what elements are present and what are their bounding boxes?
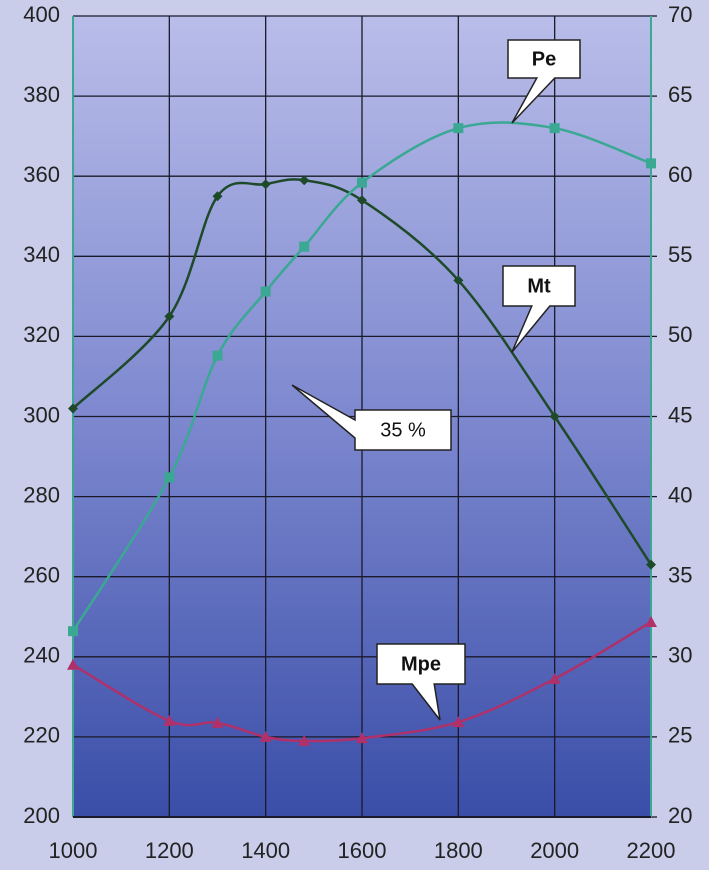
marker — [299, 175, 310, 186]
y2-tick-label: 25 — [668, 723, 692, 748]
x-tick-label: 1000 — [49, 838, 98, 863]
marker — [645, 615, 657, 627]
x-tick-label: 1400 — [241, 838, 290, 863]
marker — [259, 730, 272, 742]
marker — [298, 734, 311, 746]
y-tick-label: 400 — [23, 2, 60, 27]
y2-tick-label: 65 — [668, 82, 692, 107]
callout-label: Mt — [527, 275, 551, 297]
y-tick-label: 340 — [23, 242, 60, 267]
series-line — [72, 620, 652, 743]
marker — [212, 191, 223, 202]
marker — [453, 275, 464, 286]
marker — [212, 350, 223, 361]
y-tick-label: 280 — [23, 482, 60, 507]
x-tick-label: 1600 — [338, 838, 387, 863]
marker — [452, 716, 465, 728]
callout-box — [291, 384, 452, 451]
marker — [453, 123, 464, 134]
x-tick-label: 2000 — [530, 838, 579, 863]
y2-tick-label: 60 — [668, 162, 692, 187]
marker — [164, 311, 175, 322]
y2-tick-label: 20 — [668, 803, 692, 828]
x-tick-label: 1800 — [434, 838, 483, 863]
marker — [299, 241, 310, 252]
y-tick-label: 360 — [23, 162, 60, 187]
callout-box — [502, 265, 576, 353]
y2-tick-label: 35 — [668, 563, 692, 588]
marker — [549, 123, 560, 134]
callout-box — [376, 643, 466, 721]
y-tick-label: 320 — [23, 322, 60, 347]
y2-tick-label: 45 — [668, 402, 692, 427]
marker — [68, 626, 78, 637]
y-tick-label: 240 — [23, 643, 60, 668]
marker — [67, 658, 79, 670]
marker — [260, 179, 271, 190]
y2-tick-label: 40 — [668, 482, 692, 507]
marker — [549, 411, 560, 422]
y-tick-label: 300 — [23, 402, 60, 427]
marker — [163, 714, 176, 726]
marker — [357, 195, 367, 206]
y2-tick-label: 50 — [668, 322, 692, 347]
marker — [68, 403, 78, 414]
x-tick-label: 1200 — [145, 838, 194, 863]
marker — [357, 177, 367, 188]
callout-label: Pe — [532, 48, 556, 70]
marker — [260, 286, 271, 297]
marker — [646, 158, 656, 169]
marker — [164, 472, 175, 483]
marker — [211, 716, 224, 728]
y2-tick-label: 70 — [668, 2, 692, 27]
callout-box — [507, 39, 581, 124]
marker — [548, 672, 561, 684]
marker — [646, 559, 656, 570]
annotation: 35 % — [380, 419, 426, 441]
y-tick-label: 220 — [23, 723, 60, 748]
y-tick-label: 380 — [23, 82, 60, 107]
y2-tick-label: 30 — [668, 643, 692, 668]
y-tick-label: 260 — [23, 563, 60, 588]
y-tick-label: 200 — [23, 803, 60, 828]
x-tick-label: 2200 — [627, 838, 676, 863]
callout-label: Mpe — [401, 653, 441, 675]
y2-tick-label: 55 — [668, 242, 692, 267]
marker — [356, 732, 368, 744]
